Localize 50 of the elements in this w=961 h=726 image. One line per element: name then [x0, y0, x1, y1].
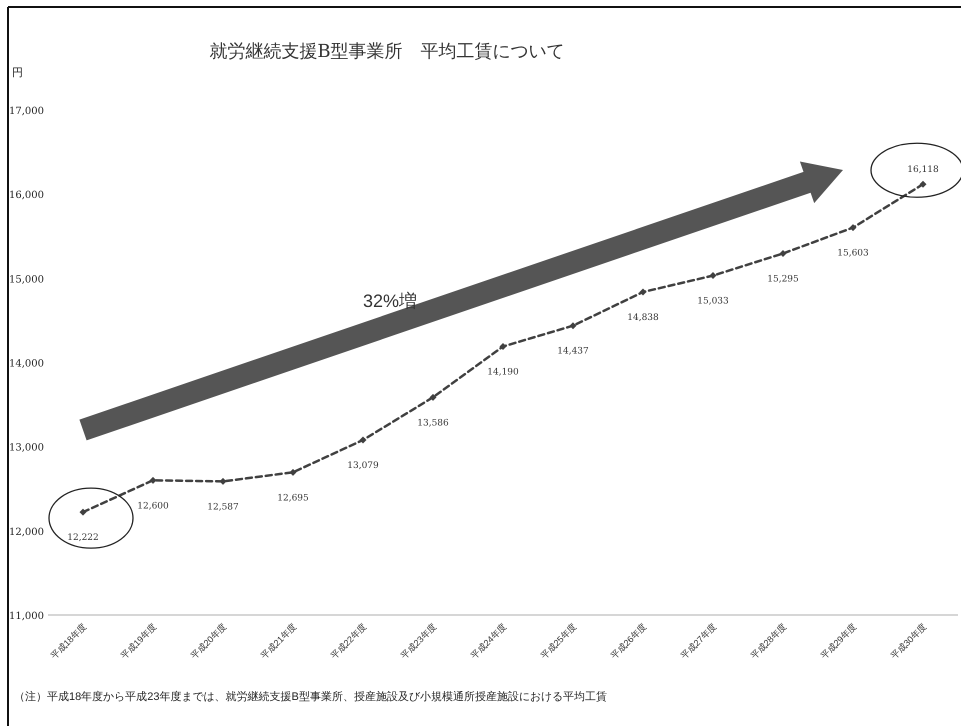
x-tick-label: 平成20年度 [188, 621, 228, 661]
point [290, 468, 296, 476]
x-tick-label: 平成22年度 [328, 621, 368, 661]
data-label: 15,033 [697, 296, 730, 307]
point [780, 250, 786, 258]
x-tick-label: 平成26年度 [608, 621, 648, 661]
point [710, 272, 716, 280]
point [640, 288, 646, 296]
y-tick-label: 17,000 [9, 106, 44, 117]
point [360, 436, 366, 444]
x-tick-label: 平成19年度 [118, 621, 158, 661]
annotation: 32%増 [362, 291, 418, 311]
data-label: 13,586 [417, 418, 450, 428]
y-tick-label: 14,000 [9, 358, 44, 370]
y-tick-label: 11,000 [9, 611, 44, 622]
point [920, 180, 926, 188]
x-tick-label: 平成21年度 [258, 621, 298, 661]
x-tick-label: 平成28年度 [748, 621, 788, 661]
y-tick-label: 12,000 [9, 526, 44, 538]
y-tick-label: 15,000 [9, 274, 44, 286]
x-tick-label: 平成27年度 [678, 621, 718, 661]
data-label: 12,222 [67, 533, 99, 544]
x-tick-label: 平成24年度 [468, 621, 508, 661]
data-label: 14,190 [487, 368, 520, 378]
data-label: 12,600 [137, 501, 170, 512]
point [850, 224, 856, 232]
data-label: 12,695 [277, 493, 310, 504]
point [430, 394, 436, 401]
point [150, 476, 156, 484]
data-label: 15,603 [837, 248, 870, 259]
data-label: 16,118 [907, 165, 940, 176]
x-tick-label: 平成18年度 [48, 621, 88, 661]
text: （注）平成18年度から平成23年度までは、就労継続支援B型事業所、授産施設及び小規模通所授産施設における平均工賃 [14, 690, 607, 703]
data-label: 13,079 [347, 461, 380, 472]
data-label: 12,587 [207, 502, 240, 512]
point [220, 478, 226, 485]
point [500, 343, 506, 350]
data-label: 15,295 [767, 274, 800, 285]
y-tick-label: 13,000 [9, 442, 44, 454]
x-tick-label: 平成25年度 [538, 621, 578, 661]
x-tick-label: 平成23年度 [398, 621, 438, 661]
y-axis-title: 円 [12, 66, 23, 79]
point [570, 322, 576, 330]
x-tick-label: 平成30年度 [888, 621, 928, 661]
chart-title: 就労継続支援B型事業所 平均工賃について [209, 41, 565, 62]
x-tick-label: 平成29年度 [818, 621, 858, 661]
point [80, 508, 86, 516]
y-tick-label: 16,000 [9, 190, 44, 202]
data-label: 14,838 [627, 312, 660, 323]
data-label: 14,437 [557, 346, 590, 357]
